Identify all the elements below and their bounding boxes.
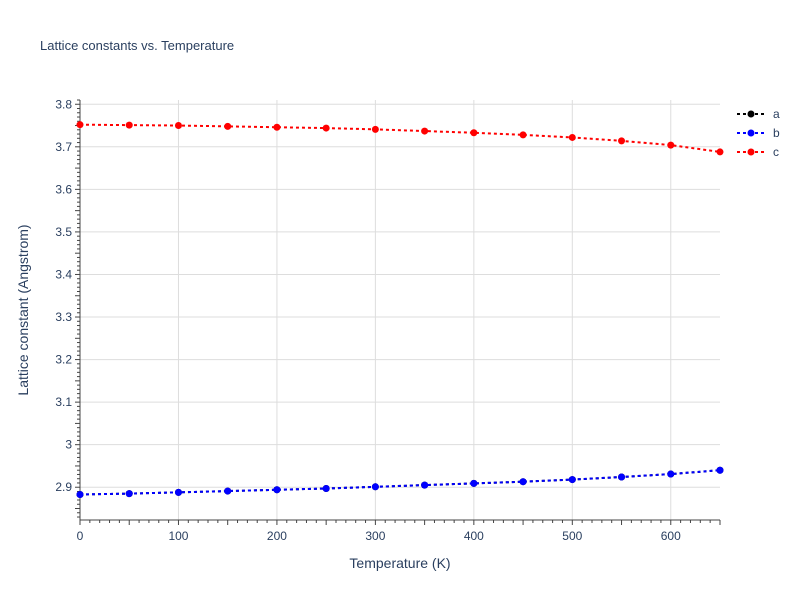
y-tick-label: 3.8 — [55, 97, 72, 111]
legend-label-b[interactable]: b — [773, 126, 780, 140]
y-tick-label: 3.1 — [55, 395, 72, 409]
y-tick-label: 3.5 — [55, 225, 72, 239]
x-tick-label: 0 — [77, 529, 84, 543]
data-point-c — [174, 122, 182, 130]
data-point-b — [273, 486, 281, 494]
x-tick-label: 400 — [464, 529, 484, 543]
data-point-c — [716, 148, 724, 156]
series-line-b — [79, 469, 721, 496]
legend-marker-b[interactable] — [747, 129, 755, 137]
data-point-b — [421, 481, 429, 489]
data-point-c — [421, 127, 429, 135]
y-tick-label: 3 — [65, 438, 72, 452]
data-point-c — [371, 125, 379, 133]
y-tick-label: 3.7 — [55, 140, 72, 154]
legend-marker-c[interactable] — [747, 148, 755, 156]
data-point-c — [125, 121, 133, 129]
grid — [79, 100, 720, 520]
data-point-b — [519, 478, 527, 486]
data-point-b — [716, 466, 724, 474]
legend-label-c[interactable]: c — [773, 145, 779, 159]
x-tick-label: 500 — [562, 529, 582, 543]
x-tick-label: 600 — [661, 529, 681, 543]
data-point-b — [224, 487, 232, 495]
x-tick-label: 100 — [168, 529, 188, 543]
legend-marker-a[interactable] — [747, 110, 755, 118]
data-point-b — [322, 485, 330, 493]
y-tick-label: 3.3 — [55, 310, 72, 324]
data-point-b — [76, 490, 84, 498]
data-point-b — [371, 483, 379, 491]
data-point-c — [568, 133, 576, 141]
data-point-c — [470, 129, 478, 137]
series-layer — [76, 121, 724, 498]
data-point-c — [76, 121, 84, 129]
y-tick-label: 3.2 — [55, 353, 72, 367]
data-point-c — [618, 137, 626, 145]
data-point-c — [224, 122, 232, 130]
y-tick-label: 2.9 — [55, 480, 72, 494]
x-tick-label: 300 — [365, 529, 385, 543]
data-point-c — [667, 141, 675, 149]
data-point-c — [519, 131, 527, 139]
data-point-b — [174, 488, 182, 496]
y-axis-title: Lattice constant (Angstrom) — [15, 224, 31, 395]
x-axis-title: Temperature (K) — [349, 555, 450, 571]
data-point-b — [618, 473, 626, 481]
y-tick-label: 3.4 — [55, 267, 72, 281]
y-tick-label: 3.6 — [55, 182, 72, 196]
data-point-c — [273, 123, 281, 131]
data-point-b — [568, 476, 576, 484]
data-point-c — [322, 124, 330, 132]
legend[interactable]: abc — [737, 107, 780, 159]
data-point-b — [125, 490, 133, 498]
chart-title: Lattice constants vs. Temperature — [40, 38, 234, 53]
series-line-c — [79, 123, 721, 153]
data-point-b — [470, 479, 478, 487]
x-tick-label: 200 — [267, 529, 287, 543]
legend-label-a[interactable]: a — [773, 107, 780, 121]
data-point-b — [667, 470, 675, 478]
